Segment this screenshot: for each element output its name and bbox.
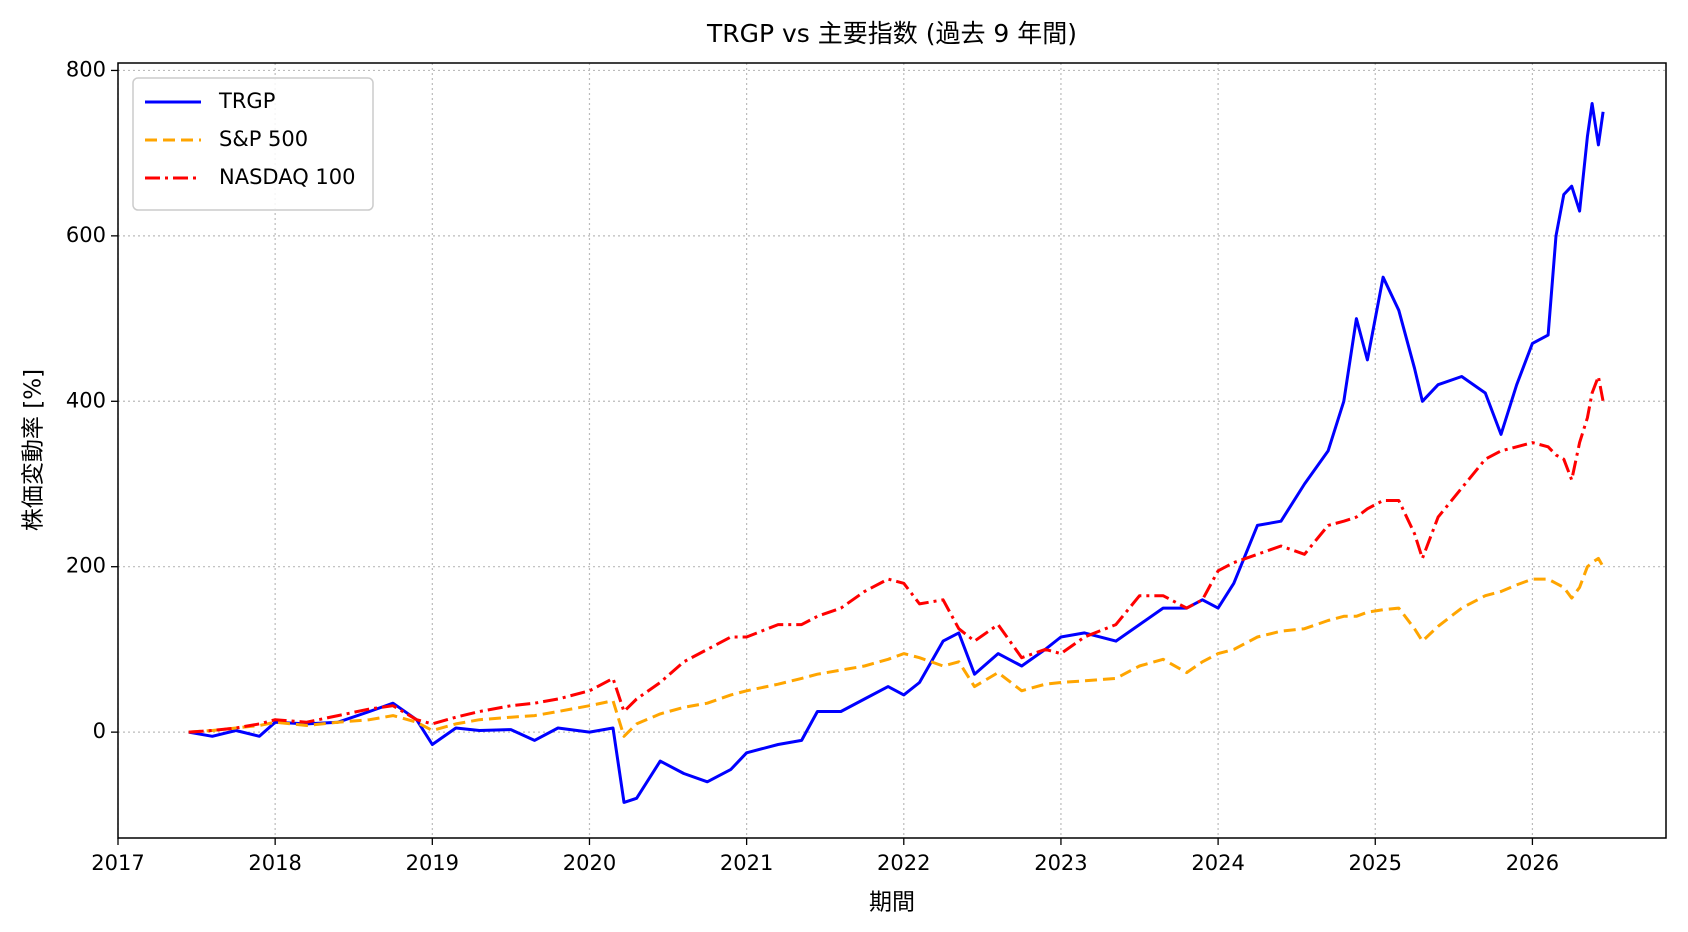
x-tick-label: 2024 — [1191, 851, 1244, 875]
plot-frame — [117, 62, 1667, 839]
x-tick-label: 2025 — [1349, 851, 1402, 875]
y-tick-label: 800 — [66, 57, 106, 81]
legend-label: TRGP — [218, 89, 275, 113]
series-line — [188, 375, 1605, 734]
chart-title: TRGP vs 主要指数 (過去 9 年間) — [706, 19, 1077, 48]
x-tick-label: 2022 — [877, 851, 930, 875]
legend-label: S&P 500 — [219, 127, 308, 151]
y-tick-label: 0 — [93, 719, 106, 743]
x-tick-label: 2026 — [1506, 851, 1559, 875]
y-tick-label: 200 — [66, 554, 106, 578]
x-tick-label: 2018 — [248, 851, 301, 875]
y-tick-label: 600 — [66, 223, 106, 247]
x-tick-label: 2023 — [1034, 851, 1087, 875]
series-line — [188, 102, 1605, 804]
x-tick-label: 2017 — [91, 851, 144, 875]
x-tick-label: 2021 — [720, 851, 773, 875]
x-tick-label: 2020 — [563, 851, 616, 875]
y-axis-label: 株価変動率 [%] — [21, 369, 47, 531]
x-tick-label: 2019 — [406, 851, 459, 875]
x-axis-label: 期間 — [869, 890, 915, 916]
legend-label: NASDAQ 100 — [219, 165, 356, 189]
y-tick-label: 400 — [66, 388, 106, 412]
series-line — [188, 556, 1605, 738]
